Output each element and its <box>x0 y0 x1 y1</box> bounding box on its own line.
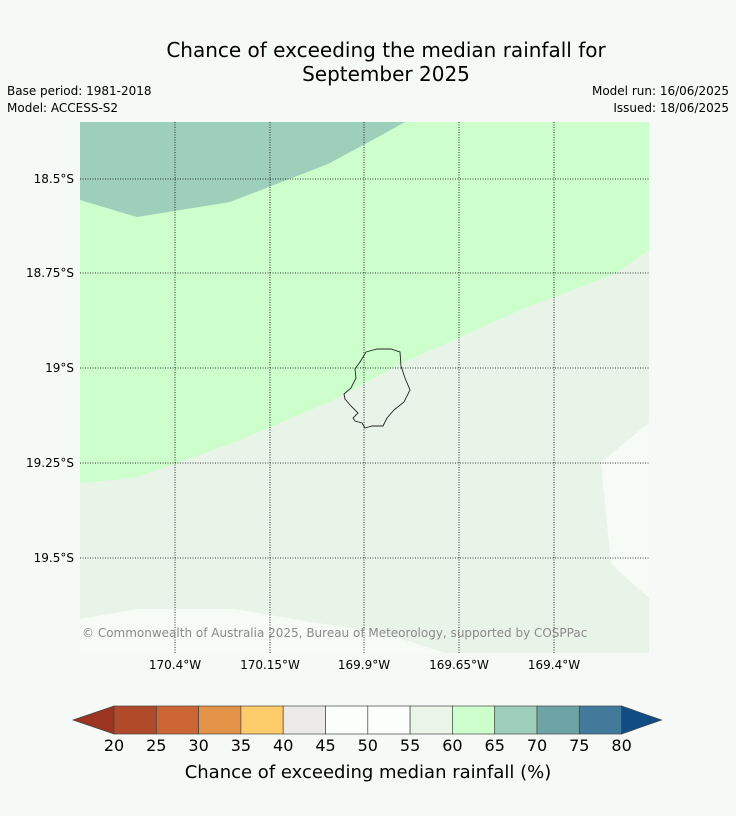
map-plot <box>80 122 649 653</box>
colorbar-segment <box>198 705 242 735</box>
colorbar-over-arrow <box>621 705 663 735</box>
colorbar-tick-label: 30 <box>188 736 209 755</box>
colorbar-segment <box>409 705 453 735</box>
base-period-text: Base period: 1981-2018 <box>7 84 152 98</box>
colorbar-tick-label: 60 <box>442 736 463 755</box>
title-line-1: Chance of exceeding the median rainfall … <box>166 38 606 62</box>
colorbar-segment <box>367 705 411 735</box>
lon-label-169-65: 169.65°W <box>429 658 489 672</box>
colorbar-tick-label: 65 <box>484 736 505 755</box>
colorbar-tick-label: 70 <box>526 736 548 755</box>
lon-label-170-15: 170.15°W <box>240 658 300 672</box>
colorbar-segment <box>536 705 580 735</box>
colorbar-tick-label: 50 <box>357 736 378 755</box>
colorbar-segment <box>155 705 199 735</box>
colorbar-segment <box>282 705 326 735</box>
lat-label-19-5: 19.5°S <box>33 551 74 565</box>
lat-label-19-25: 19.25°S <box>26 456 74 470</box>
region-60-65 <box>80 122 649 483</box>
title-line-2: September 2025 <box>302 62 470 86</box>
colorbar-segment <box>240 705 284 735</box>
colorbar-tick-label: 40 <box>273 736 294 755</box>
colorbar-tick-label: 75 <box>569 736 590 755</box>
colorbar-tick-label: 55 <box>399 736 421 755</box>
lon-label-169-9: 169.9°W <box>337 658 391 672</box>
colorbar-segment <box>494 705 538 735</box>
colorbar-label: Chance of exceeding median rainfall (%) <box>184 762 552 783</box>
metadata-right: Model run: 16/06/2025 Issued: 18/06/2025 <box>592 83 729 117</box>
metadata-left: Base period: 1981-2018 Model: ACCESS-S2 <box>7 83 152 117</box>
colorbar-segment <box>452 705 496 735</box>
colorbar-tick-label: 20 <box>103 736 125 755</box>
lat-label-19: 19°S <box>45 361 74 375</box>
colorbar-segment <box>325 705 369 735</box>
colorbar-segment <box>113 705 157 735</box>
map-title: Chance of exceeding the median rainfall … <box>0 38 736 86</box>
colorbar-segment <box>578 705 622 735</box>
colorbar-tick-label: 45 <box>315 736 336 755</box>
lat-label-18-75: 18.75°S <box>26 266 74 280</box>
colorbar-tick-label: 80 <box>611 736 632 755</box>
model-text: Model: ACCESS-S2 <box>7 101 119 115</box>
lat-label-18-5: 18.5°S <box>33 172 74 186</box>
lon-label-170-4: 170.4°W <box>148 658 202 672</box>
island-outline <box>343 348 411 429</box>
model-run-text: Model run: 16/06/2025 <box>591 84 729 98</box>
colorbar-under-arrow <box>71 705 115 735</box>
copyright-text: © Commonwealth of Australia 2025, Bureau… <box>82 626 588 640</box>
lon-label-169-4: 169.4°W <box>527 658 581 672</box>
longitude-gridlines <box>174 122 555 653</box>
colorbar <box>71 705 663 735</box>
colorbar-tick-label: 35 <box>230 736 252 755</box>
region-65-70 <box>80 122 405 217</box>
colorbar-tick-label: 25 <box>146 736 167 755</box>
issued-text: Issued: 18/06/2025 <box>613 101 729 115</box>
